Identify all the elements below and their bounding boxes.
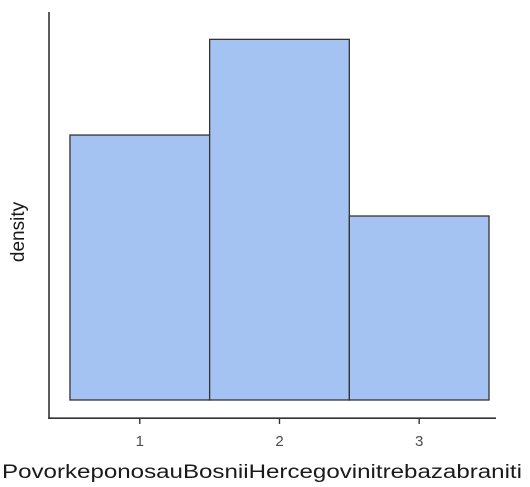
histogram-bar <box>69 134 211 401</box>
y-axis-title: density <box>8 201 29 262</box>
x-tick-label: 3 <box>415 433 423 450</box>
histogram-bar <box>208 38 350 401</box>
x-tick-label: 2 <box>275 433 283 450</box>
bars-group <box>69 38 490 401</box>
histogram-bar <box>348 215 490 401</box>
x-axis-title: PovorkeponosauBosniiHercegovinitrebazabr… <box>2 462 522 483</box>
x-tick-label: 1 <box>136 433 144 450</box>
x-ticks-group: 1 2 3 <box>136 418 423 450</box>
